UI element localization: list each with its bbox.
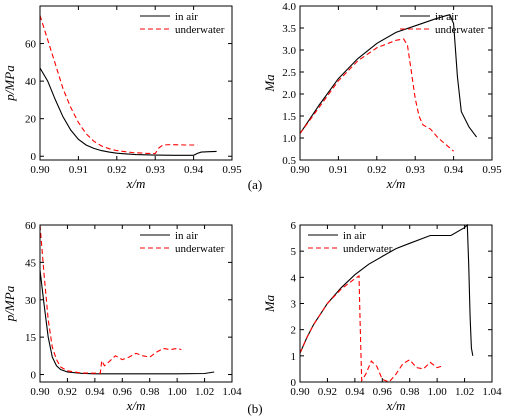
y-tick-label: 1.0 bbox=[282, 133, 296, 145]
x-axis-label: x/m bbox=[126, 398, 146, 413]
x-tick-label: 0.92 bbox=[367, 164, 386, 176]
y-tick-label: 45 bbox=[25, 257, 37, 269]
chart-1: 0.90 0.91 0.92 0.93 0.94 0.95 0.5 1.0 1.5 2.0 2.5 3… bbox=[262, 1, 502, 191]
y-tick-label: 6 bbox=[291, 220, 297, 232]
panel-label-a: (a) bbox=[248, 177, 262, 192]
x-tick-label: 1.00 bbox=[428, 386, 448, 398]
x-tick-label: 0.90 bbox=[290, 164, 310, 176]
y-tick-label: 3 bbox=[291, 299, 297, 311]
x-tick-label: 0.94 bbox=[184, 164, 204, 176]
y-tick-label: 4.0 bbox=[282, 1, 296, 13]
y-tick-label: 40 bbox=[25, 76, 37, 88]
legend-label-in-air: in air bbox=[435, 11, 458, 23]
plot-frame bbox=[299, 5, 493, 161]
x-tick-label: 0.90 bbox=[30, 164, 50, 176]
x-tick-label: 1.04 bbox=[482, 386, 502, 398]
y-tick-label: 20 bbox=[25, 114, 37, 126]
x-tick-label: 0.98 bbox=[140, 386, 160, 398]
y-axis-label: Ma bbox=[262, 294, 277, 313]
y-tick-label: 5 bbox=[291, 246, 297, 258]
x-tick-label: 0.94 bbox=[85, 386, 105, 398]
x-tick-label: 1.00 bbox=[168, 386, 188, 398]
series-line-underwater bbox=[39, 15, 198, 155]
y-tick-label: 4 bbox=[291, 272, 297, 284]
chart-2: 0.90 0.92 0.94 0.96 0.98 1.00 1.02 1.04 0 15 30 45 6… bbox=[2, 220, 242, 413]
x-tick-label: 0.92 bbox=[107, 164, 126, 176]
series-line-in-air bbox=[39, 269, 215, 375]
legend-label-underwater: underwater bbox=[175, 24, 225, 36]
y-tick-label: 2.0 bbox=[282, 89, 296, 101]
chart-0: 0.90 0.91 0.92 0.93 0.94 0.95 0 20 40 60 x/m p/MPa i… bbox=[2, 5, 242, 191]
x-tick-label: 0.95 bbox=[482, 164, 502, 176]
chart-3: 0.90 0.92 0.94 0.96 0.98 1.00 1.02 1.04 0 1 2 3 4 5 6 x… bbox=[262, 220, 502, 413]
y-tick-label: 3.0 bbox=[282, 45, 296, 57]
series-line-underwater bbox=[299, 38, 454, 152]
x-tick-label: 0.93 bbox=[146, 164, 166, 176]
x-tick-label: 0.96 bbox=[113, 386, 133, 398]
legend-label-in-air: in air bbox=[175, 11, 198, 23]
x-tick-label: 1.02 bbox=[195, 386, 214, 398]
y-tick-label: 0 bbox=[291, 377, 297, 389]
series-line-underwater bbox=[299, 275, 442, 383]
panel-label-b: (b) bbox=[247, 401, 262, 416]
x-tick-label: 0.94 bbox=[345, 386, 365, 398]
y-tick-label: 0.5 bbox=[282, 155, 296, 167]
x-axis-label: x/m bbox=[386, 398, 406, 413]
x-tick-label: 0.90 bbox=[290, 386, 310, 398]
y-tick-label: 3.5 bbox=[282, 23, 296, 35]
y-tick-label: 30 bbox=[25, 295, 37, 307]
y-tick-label: 0 bbox=[31, 370, 37, 382]
x-tick-label: 0.95 bbox=[222, 164, 242, 176]
series-line-in-air bbox=[299, 14, 478, 138]
y-tick-label: 1 bbox=[291, 351, 297, 363]
legend-label-in-air: in air bbox=[175, 230, 198, 242]
y-tick-label: 60 bbox=[25, 39, 37, 51]
legend-label-underwater: underwater bbox=[175, 243, 225, 255]
y-axis-label: Ma bbox=[262, 74, 277, 93]
y-tick-label: 15 bbox=[25, 332, 37, 344]
y-axis-label: p/MPa bbox=[2, 285, 17, 322]
plots: 0.90 0.91 0.92 0.93 0.94 0.950204060x/mp/MPai… bbox=[2, 1, 502, 413]
x-tick-label: 0.92 bbox=[318, 386, 337, 398]
x-tick-label: 0.94 bbox=[444, 164, 464, 176]
plot-frame bbox=[39, 5, 233, 161]
x-tick-label: 1.02 bbox=[455, 386, 474, 398]
y-tick-label: 2.5 bbox=[282, 67, 296, 79]
x-axis-label: x/m bbox=[386, 176, 406, 191]
y-tick-label: 0 bbox=[31, 151, 37, 163]
x-tick-label: 0.92 bbox=[58, 386, 77, 398]
y-tick-label: 1.5 bbox=[282, 111, 296, 123]
x-tick-label: 0.90 bbox=[30, 386, 50, 398]
legend-label-underwater: underwater bbox=[343, 243, 393, 255]
x-tick-label: 1.04 bbox=[222, 386, 242, 398]
series-line-underwater bbox=[39, 224, 182, 374]
y-tick-label: 60 bbox=[25, 220, 37, 232]
series-line-in-air bbox=[39, 67, 217, 156]
x-tick-label: 0.98 bbox=[400, 386, 420, 398]
x-tick-label: 0.91 bbox=[329, 164, 348, 176]
y-axis-label: p/MPa bbox=[2, 65, 17, 102]
plot-frame bbox=[39, 224, 233, 383]
legend-label-underwater: underwater bbox=[435, 24, 485, 36]
y-tick-label: 2 bbox=[291, 325, 297, 337]
x-axis-label: x/m bbox=[126, 176, 146, 191]
x-tick-label: 0.96 bbox=[373, 386, 393, 398]
x-tick-label: 0.93 bbox=[406, 164, 426, 176]
legend-label-in-air: in air bbox=[343, 230, 366, 242]
x-tick-label: 0.91 bbox=[69, 164, 88, 176]
